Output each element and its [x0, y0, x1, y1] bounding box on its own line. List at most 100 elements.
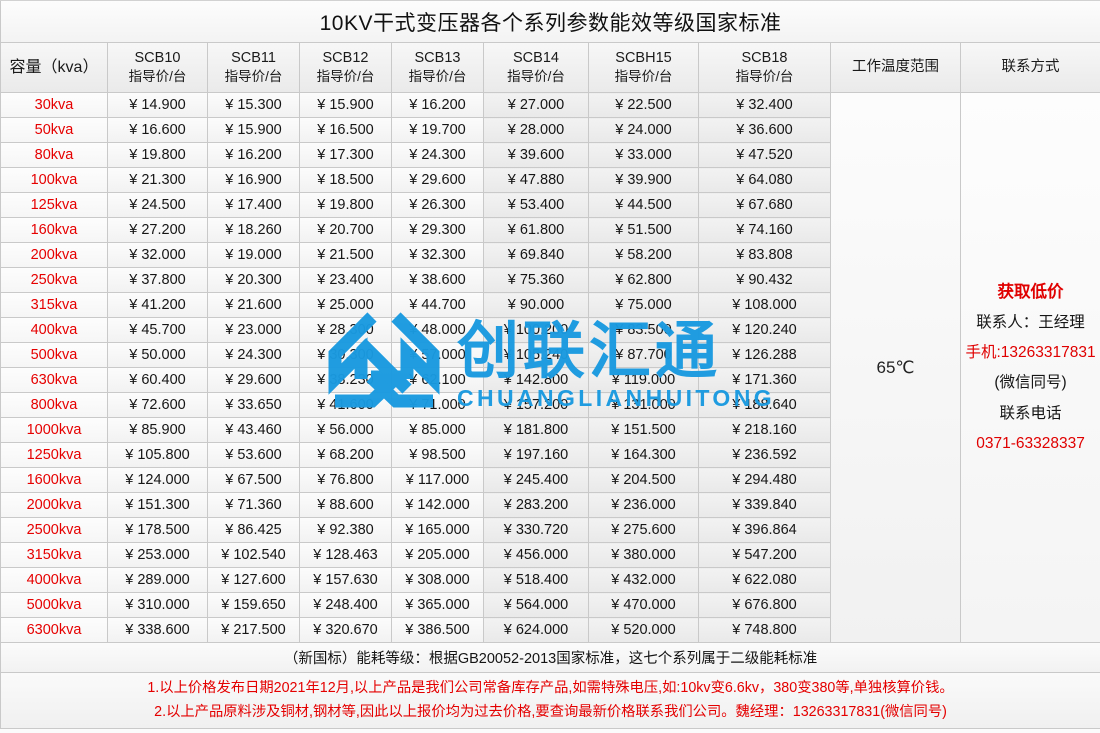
- contact-phone-label: 联系电话: [999, 404, 1062, 422]
- red-notes-row: 1.以上价格发布日期2021年12月,以上产品是我们公司常备库存产品,如需特殊电…: [0, 672, 1100, 729]
- capacity-cell: 200kva: [0, 242, 108, 268]
- price-cell: ¥ 181.800: [483, 417, 589, 443]
- price-cell: ¥ 85.000: [391, 417, 484, 443]
- standard-note-row: （新国标）能耗等级：根据GB20052-2013国家标准，这七个系列属于二级能耗…: [0, 642, 1100, 673]
- price-cell: ¥ 151.300: [107, 492, 208, 518]
- table-row: 30kva ¥ 14.900 ¥ 15.300 ¥ 15.900 ¥ 16.200 ¥ 2…: [0, 92, 1100, 643]
- price-cell: ¥ 676.800: [698, 592, 831, 618]
- price-cell: ¥ 39.900: [588, 167, 699, 193]
- table-row: 160kva ¥ 27.200 ¥ 18.260 ¥ 20.700 ¥ 29.300 ¥ …: [0, 217, 1100, 243]
- price-cell: ¥ 24.300: [207, 342, 300, 368]
- price-cell: ¥ 39.600: [483, 142, 589, 168]
- price-cell: ¥ 165.000: [391, 517, 484, 543]
- header-scb12: SCB12 指导价/台: [299, 42, 392, 93]
- price-cell: ¥ 142.800: [483, 367, 589, 393]
- header-capacity-label: 容量（kva）: [9, 58, 99, 76]
- capacity-cell: 100kva: [0, 167, 108, 193]
- price-cell: ¥ 83.500: [588, 317, 699, 343]
- price-cell: ¥ 38.230: [299, 367, 392, 393]
- price-cell: ¥ 18.500: [299, 167, 392, 193]
- header-scbh15: SCBH15 指导价/台: [588, 42, 699, 93]
- price-cell: ¥ 19.800: [107, 142, 208, 168]
- price-cell: ¥ 124.000: [107, 467, 208, 493]
- header-capacity: 容量（kva）: [0, 42, 108, 93]
- price-cell: ¥ 44.700: [391, 292, 484, 318]
- price-cell: ¥ 236.592: [698, 442, 831, 468]
- price-cell: ¥ 157.630: [299, 567, 392, 593]
- capacity-cell: 800kva: [0, 392, 108, 418]
- table-row: 5000kva ¥ 310.000 ¥ 159.650 ¥ 248.400 ¥ 365.…: [0, 592, 1100, 618]
- header-scb11: SCB11 指导价/台: [207, 42, 300, 93]
- price-cell: ¥ 27.200: [107, 217, 208, 243]
- capacity-cell: 30kva: [0, 92, 108, 118]
- header-scb10: SCB10 指导价/台: [107, 42, 208, 93]
- capacity-cell: 1600kva: [0, 467, 108, 493]
- price-cell: ¥ 308.000: [391, 567, 484, 593]
- price-cell: ¥ 37.800: [107, 267, 208, 293]
- contact-mobile[interactable]: 手机:13263317831: [965, 344, 1096, 362]
- price-cell: ¥ 56.000: [299, 417, 392, 443]
- header-scb18: SCB18 指导价/台: [698, 42, 831, 93]
- table-row: 3150kva ¥ 253.000 ¥ 102.540 ¥ 128.463 ¥ 205.…: [0, 542, 1100, 568]
- price-cell: ¥ 188.640: [698, 392, 831, 418]
- price-cell: ¥ 29.600: [391, 167, 484, 193]
- price-cell: ¥ 432.000: [588, 567, 699, 593]
- header-scb14: SCB14 指导价/台: [483, 42, 589, 93]
- price-cell: ¥ 21.300: [107, 167, 208, 193]
- price-cell: ¥ 396.864: [698, 517, 831, 543]
- table-row: 1000kva ¥ 85.900 ¥ 43.460 ¥ 56.000 ¥ 85.000 ¥…: [0, 417, 1100, 443]
- price-cell: ¥ 28.000: [483, 117, 589, 143]
- capacity-cell: 6300kva: [0, 617, 108, 643]
- price-cell: ¥ 41.200: [107, 292, 208, 318]
- series-price-sub: 指导价/台: [507, 69, 565, 85]
- capacity-cell: 160kva: [0, 217, 108, 243]
- price-cell: ¥ 24.500: [107, 192, 208, 218]
- price-cell: ¥ 624.000: [483, 617, 589, 643]
- capacity-cell: 400kva: [0, 317, 108, 343]
- series-name: SCB13: [414, 50, 461, 67]
- price-cell: ¥ 380.000: [588, 542, 699, 568]
- price-cell: ¥ 58.200: [588, 242, 699, 268]
- price-cell: ¥ 127.600: [207, 567, 300, 593]
- price-cell: ¥ 339.840: [698, 492, 831, 518]
- price-cell: ¥ 14.900: [107, 92, 208, 118]
- price-cell: ¥ 76.800: [299, 467, 392, 493]
- price-cell: ¥ 23.000: [207, 317, 300, 343]
- price-cell: ¥ 23.400: [299, 267, 392, 293]
- price-cell: ¥ 564.000: [483, 592, 589, 618]
- price-cell: ¥ 275.600: [588, 517, 699, 543]
- table-row: 80kva ¥ 19.800 ¥ 16.200 ¥ 17.300 ¥ 24.300 ¥ 3…: [0, 142, 1100, 168]
- price-cell: ¥ 83.808: [698, 242, 831, 268]
- series-name: SCBH15: [615, 50, 672, 67]
- table-row: 4000kva ¥ 289.000 ¥ 127.600 ¥ 157.630 ¥ 308.…: [0, 567, 1100, 593]
- price-cell: ¥ 117.000: [391, 467, 484, 493]
- red-notes: 1.以上价格发布日期2021年12月,以上产品是我们公司常备库存产品,如需特殊电…: [0, 672, 1100, 729]
- price-cell: ¥ 85.900: [107, 417, 208, 443]
- series-name: SCB14: [513, 50, 559, 67]
- capacity-cell: 630kva: [0, 367, 108, 393]
- price-cell: ¥ 159.650: [207, 592, 300, 618]
- contact-cell: 获取低价 联系人：王经理 手机:13263317831 (微信同号) 联系电话 0371-…: [959, 92, 1100, 643]
- price-cell: ¥ 24.300: [391, 142, 484, 168]
- price-cell: ¥ 289.000: [107, 567, 208, 593]
- price-cell: ¥ 67.500: [207, 467, 300, 493]
- capacity-cell: 1000kva: [0, 417, 108, 443]
- capacity-cell: 4000kva: [0, 567, 108, 593]
- series-price-sub: 指导价/台: [128, 69, 187, 85]
- table-row: 125kva ¥ 24.500 ¥ 17.400 ¥ 19.800 ¥ 26.300 ¥ …: [0, 192, 1100, 218]
- table-row: 400kva ¥ 45.700 ¥ 23.000 ¥ 28.300 ¥ 48.000 ¥ …: [0, 317, 1100, 343]
- price-cell: ¥ 248.400: [299, 592, 392, 618]
- price-cell: ¥ 64.080: [698, 167, 831, 193]
- contact-phone[interactable]: 0371-63328337: [976, 434, 1085, 452]
- price-cell: ¥ 100.200: [483, 317, 589, 343]
- price-cell: ¥ 253.000: [107, 542, 208, 568]
- price-cell: ¥ 21.500: [299, 242, 392, 268]
- price-cell: ¥ 105.240: [483, 342, 589, 368]
- price-cell: ¥ 29.600: [207, 367, 300, 393]
- price-cell: ¥ 518.400: [483, 567, 589, 593]
- red-note-2: 2.以上产品原料涉及铜材,钢材等,因此以上报价均为过去价格,要查询最新价格联系我…: [154, 703, 947, 720]
- price-cell: ¥ 16.900: [207, 167, 300, 193]
- price-cell: ¥ 62.800: [588, 267, 699, 293]
- header-contact: 联系方式: [959, 42, 1100, 93]
